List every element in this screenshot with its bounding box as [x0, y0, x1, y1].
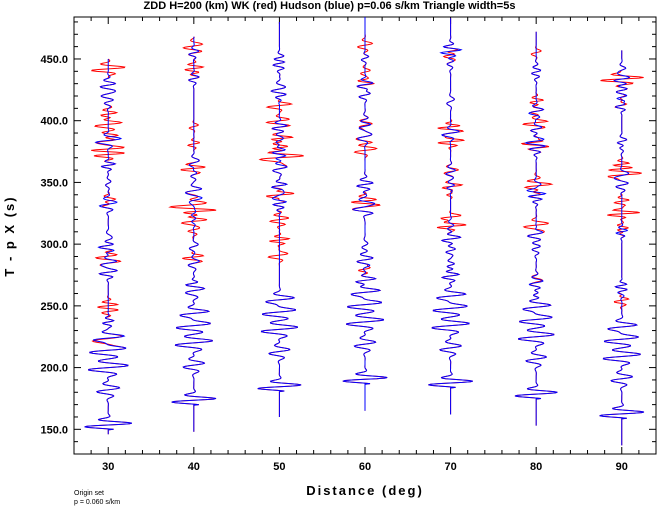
- waveform-traces: [84, 17, 645, 446]
- trace-hudson-50: [257, 21, 302, 417]
- footer-origin-note: Origin set: [74, 490, 104, 497]
- trace-hudson-70: [428, 18, 473, 415]
- y-tick-label: 300.0: [40, 239, 68, 251]
- trace-hudson-80: [514, 31, 558, 426]
- footer-slowness-note: p = 0.060 s/km: [74, 499, 120, 506]
- y-axis-ticks: 150.0 200.0 250.0 300.0 350.0 400.0 450.0: [40, 21, 656, 443]
- trace-hudson-30: [84, 58, 133, 435]
- trace-wk-50: [257, 21, 304, 417]
- x-axis-label: Distance (deg): [306, 483, 424, 498]
- trace-hudson-60: [342, 17, 388, 411]
- x-tick-label: 70: [444, 461, 456, 473]
- x-axis-ticks: 30 40 50 60 70 80 90: [90, 17, 657, 473]
- y-tick-label: 150.0: [40, 424, 68, 436]
- x-tick-label: 80: [530, 461, 542, 473]
- y-tick-label: 200.0: [40, 363, 68, 375]
- x-tick-label: 40: [188, 461, 200, 473]
- x-tick-label: 30: [102, 461, 114, 473]
- y-tick-label: 350.0: [40, 177, 68, 189]
- y-tick-label: 250.0: [40, 301, 68, 313]
- trace-hudson-90: [599, 50, 645, 446]
- y-tick-label: 400.0: [40, 116, 68, 128]
- x-tick-label: 90: [616, 461, 628, 473]
- chart-title: ZDD H=200 (km) WK (red) Hudson (blue) p=…: [144, 0, 516, 12]
- trace-hudson-40: [171, 36, 217, 432]
- x-tick-label: 60: [359, 461, 371, 473]
- y-axis-label: T - p X (s): [2, 195, 17, 276]
- trace-wk-60: [342, 17, 388, 411]
- trace-wk-40: [168, 36, 217, 432]
- y-tick-label: 450.0: [40, 54, 68, 66]
- x-tick-label: 50: [273, 461, 285, 473]
